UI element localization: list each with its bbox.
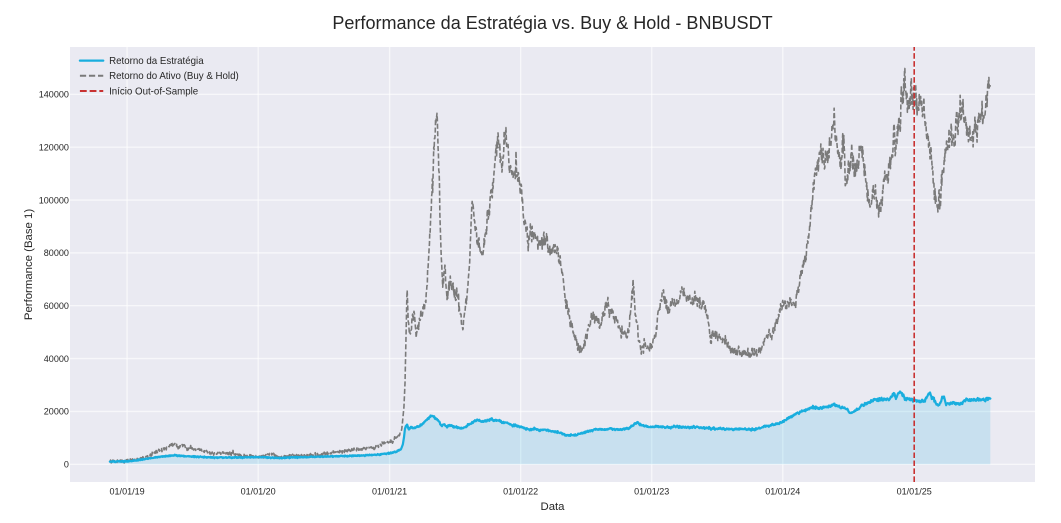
svg-text:Início Out-of-Sample: Início Out-of-Sample	[109, 86, 198, 97]
svg-text:Data: Data	[540, 501, 565, 513]
svg-text:0: 0	[64, 460, 69, 470]
svg-text:80000: 80000	[44, 248, 69, 258]
svg-text:01/01/25: 01/01/25	[897, 486, 932, 496]
svg-text:60000: 60000	[44, 301, 69, 311]
svg-text:01/01/23: 01/01/23	[634, 486, 669, 496]
svg-text:Retorno do Ativo (Buy & Hold): Retorno do Ativo (Buy & Hold)	[109, 71, 239, 82]
svg-text:100000: 100000	[39, 195, 69, 205]
svg-text:120000: 120000	[39, 142, 69, 152]
svg-text:140000: 140000	[39, 90, 69, 100]
svg-text:Performance (Base 1): Performance (Base 1)	[23, 209, 35, 320]
svg-text:01/01/20: 01/01/20	[241, 486, 276, 496]
svg-text:01/01/22: 01/01/22	[503, 486, 538, 496]
svg-text:20000: 20000	[44, 407, 69, 417]
svg-text:01/01/21: 01/01/21	[372, 486, 407, 496]
svg-text:40000: 40000	[44, 354, 69, 364]
svg-text:01/01/19: 01/01/19	[110, 486, 145, 496]
svg-text:Performance da Estratégia vs.: Performance da Estratégia vs. Buy & Hold…	[332, 13, 772, 33]
svg-text:01/01/24: 01/01/24	[765, 486, 800, 496]
svg-text:Retorno da Estratégia: Retorno da Estratégia	[109, 56, 204, 67]
